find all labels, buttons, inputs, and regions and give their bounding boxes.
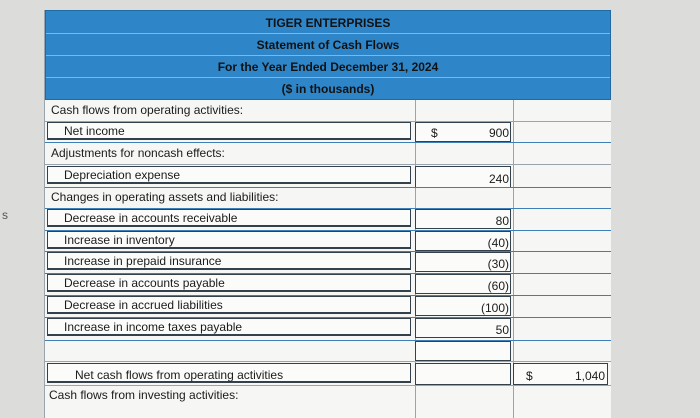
receivable-amount: 80 — [495, 214, 509, 228]
row-divider — [45, 142, 611, 143]
statement-period: For the Year Ended December 31, 2024 — [217, 60, 439, 74]
row-adjustments-header: Adjustments for noncash effects: — [45, 143, 611, 164]
row-net-operating: Net cash flows from operating activities… — [45, 362, 611, 385]
net-income-amount-field[interactable] — [415, 122, 511, 142]
dollar-sign: $ — [431, 126, 438, 140]
prepaid-amount-field[interactable] — [415, 252, 511, 272]
receivable-label-field[interactable] — [47, 209, 411, 227]
changes-heading: Changes in operating assets and liabilit… — [51, 190, 279, 204]
accrued-amount-field[interactable] — [415, 296, 511, 316]
row-receivable: Decrease in accounts receivable 80 — [45, 208, 611, 229]
row-divider — [45, 340, 611, 341]
statement-units: ($ in thousands) — [281, 82, 375, 96]
prepaid-label-field[interactable] — [47, 252, 411, 270]
statement-title: Statement of Cash Flows — [256, 38, 400, 52]
row-prepaid: Increase in prepaid insurance (30) — [45, 251, 611, 272]
row-divider — [45, 295, 611, 296]
taxes-label: Increase in income taxes payable — [64, 320, 243, 334]
row-divider — [45, 121, 611, 122]
row-operating-header: Cash flows from operating activities: — [45, 100, 611, 121]
receivable-label: Decrease in accounts receivable — [64, 211, 238, 225]
payable-label: Decrease in accounts payable — [64, 276, 225, 290]
header-divider — [46, 55, 610, 56]
net-income-amount: 900 — [488, 126, 509, 140]
prepaid-label: Increase in prepaid insurance — [64, 254, 222, 268]
operating-activities-heading: Cash flows from operating activities: — [51, 103, 244, 117]
row-changes-header: Changes in operating assets and liabilit… — [45, 187, 611, 208]
accrued-label-field[interactable] — [47, 296, 411, 314]
net-operating-total: 1,040 — [574, 369, 605, 383]
inventory-label: Increase in inventory — [64, 233, 175, 247]
row-investing-header: Cash flows from investing activities: — [45, 385, 611, 406]
row-divider — [45, 208, 611, 209]
taxes-amount: 50 — [495, 323, 509, 337]
row-divider — [45, 230, 611, 231]
investing-activities-heading: Cash flows from investing activities: — [49, 388, 239, 402]
depreciation-label: Depreciation expense — [64, 168, 181, 182]
net-income-label: Net income — [64, 124, 125, 138]
row-divider — [45, 361, 611, 362]
accrued-label: Decrease in accrued liabilities — [64, 298, 223, 312]
depreciation-label-field[interactable] — [47, 166, 411, 184]
net-income-label-field[interactable] — [47, 122, 411, 140]
net-operating-label: Net cash flows from operating activities — [75, 368, 284, 382]
row-divider — [45, 164, 611, 165]
payable-amount: (60) — [487, 279, 509, 293]
row-divider — [45, 273, 611, 274]
row-payable: Decrease in accounts payable (60) — [45, 273, 611, 294]
dollar-sign: $ — [526, 369, 533, 383]
payable-label-field[interactable] — [47, 274, 411, 292]
blank-amount-field[interactable] — [415, 341, 511, 361]
accrued-amount: (100) — [480, 301, 509, 315]
inventory-amount-field[interactable] — [415, 231, 511, 251]
header-divider — [46, 77, 610, 78]
row-divider — [45, 385, 611, 386]
row-divider — [45, 317, 611, 318]
header-divider — [46, 33, 610, 34]
row-inventory: Increase in inventory (40) — [45, 230, 611, 251]
row-divider — [45, 251, 611, 252]
depreciation-amount: 240 — [488, 172, 509, 186]
row-net-income: Net income $ 900 — [45, 121, 611, 142]
row-blank — [45, 340, 611, 361]
net-operating-subtotal-field[interactable] — [415, 363, 511, 385]
receivable-amount-field[interactable] — [415, 209, 511, 229]
taxes-amount-field[interactable] — [415, 318, 511, 338]
row-accrued: Decrease in accrued liabilities (100) — [45, 295, 611, 316]
statement-header: TIGER ENTERPRISES Statement of Cash Flow… — [45, 10, 611, 100]
net-operating-label-field[interactable] — [47, 363, 411, 383]
payable-amount-field[interactable] — [415, 274, 511, 294]
adjustments-heading: Adjustments for noncash effects: — [51, 146, 225, 160]
row-taxes: Increase in income taxes payable 50 — [45, 317, 611, 338]
row-depreciation: Depreciation expense 240 — [45, 165, 611, 188]
prepaid-amount: (30) — [487, 257, 509, 271]
company-name: TIGER ENTERPRISES — [265, 16, 391, 30]
taxes-label-field[interactable] — [47, 318, 411, 336]
inventory-amount: (40) — [487, 236, 509, 250]
column-divider — [513, 100, 514, 418]
page-edge-fragment: s — [2, 208, 8, 222]
inventory-label-field[interactable] — [47, 231, 411, 249]
cash-flow-worksheet: TIGER ENTERPRISES Statement of Cash Flow… — [44, 10, 611, 418]
net-operating-total-field[interactable] — [513, 363, 608, 385]
row-divider — [45, 187, 611, 188]
